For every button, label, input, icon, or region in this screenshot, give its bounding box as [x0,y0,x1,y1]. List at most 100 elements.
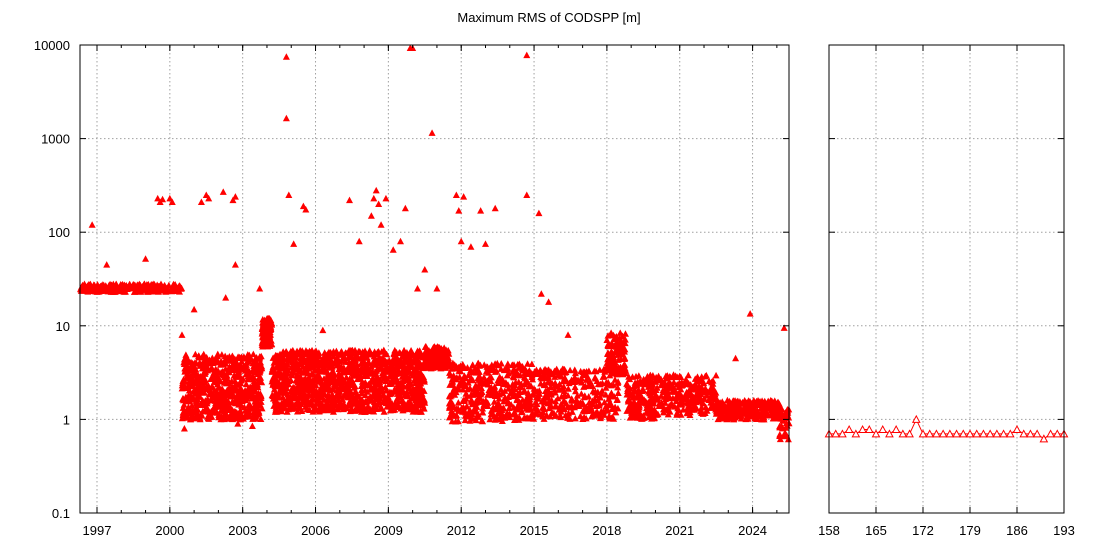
data-point [666,408,674,415]
data-point [632,372,640,380]
data-point [399,405,407,412]
data-point [614,389,622,397]
data-point [408,370,416,377]
data-point [329,385,337,392]
data-point [255,409,263,416]
data-point [459,386,467,393]
data-point [556,411,564,419]
data-point [477,376,485,384]
data-point [282,376,290,383]
data-point [392,374,400,381]
data-point [520,414,528,421]
data-point [208,354,216,361]
data-point [871,429,881,438]
data-point [487,383,495,391]
data-point [200,389,208,396]
data-point [321,349,329,356]
data-point [463,364,471,371]
data-point [140,280,148,288]
data-point [362,372,370,379]
data-point [224,386,232,393]
data-point [858,424,867,433]
data-point [557,408,565,415]
data-point [548,396,556,404]
data-point [714,397,722,404]
data-point [748,411,756,418]
data-point [399,397,407,404]
data-point [781,410,789,417]
data-point [369,391,377,398]
data-point [650,414,658,422]
data-point [554,383,562,390]
data-point [379,392,387,399]
data-point [684,409,692,416]
data-point [335,357,343,365]
data-point [486,415,494,423]
data-point [459,360,467,368]
data-point [612,347,620,354]
data-point [236,407,244,414]
data-point [523,191,531,198]
data-point [370,408,378,415]
x-tick-label: 186 [1006,523,1028,538]
data-point [250,403,258,410]
data-point [464,385,472,393]
data-point [898,429,908,438]
data-point [253,396,261,404]
data-point [180,396,188,404]
data-point [446,369,454,376]
data-point [386,388,394,396]
data-point [504,365,512,372]
data-point [630,383,638,390]
data-point [268,365,276,373]
data-point [457,237,465,245]
data-point [503,371,511,379]
data-point [259,323,267,330]
data-point [1019,429,1029,438]
data-point [272,352,280,359]
data-point [476,380,484,387]
data-point [182,351,190,358]
data-point [655,402,663,410]
y-tick-label: 100 [48,225,70,240]
data-point [645,413,653,421]
data-point [557,373,565,380]
data-point [696,407,704,415]
recent-grid [828,44,1065,514]
data-point [514,401,522,409]
data-point [737,408,745,416]
data-point [455,207,463,214]
data-point [496,375,504,383]
data-point [244,356,252,364]
data-point [460,193,468,200]
data-point [343,404,351,411]
data-point [413,401,421,409]
data-point [337,349,345,356]
data-point [77,285,85,292]
data-point [179,410,187,417]
data-point [474,360,482,367]
data-point [208,382,216,390]
data-point [579,406,587,414]
data-point [674,394,682,401]
data-point [551,379,559,386]
data-point [664,390,672,397]
data-point [634,405,642,413]
data-point [524,402,532,409]
data-point [200,379,208,386]
data-point [84,282,92,289]
data-point [397,386,405,393]
data-point [945,429,955,438]
data-point [97,285,105,292]
data-point [686,392,694,399]
data-point [718,409,726,416]
data-point [353,406,361,413]
data-point [220,379,228,386]
data-point [370,194,378,202]
data-point [244,412,252,420]
data-point [228,414,236,422]
data-point [390,378,398,385]
data-point [560,383,568,390]
data-point [229,390,237,397]
data-point [546,412,554,420]
